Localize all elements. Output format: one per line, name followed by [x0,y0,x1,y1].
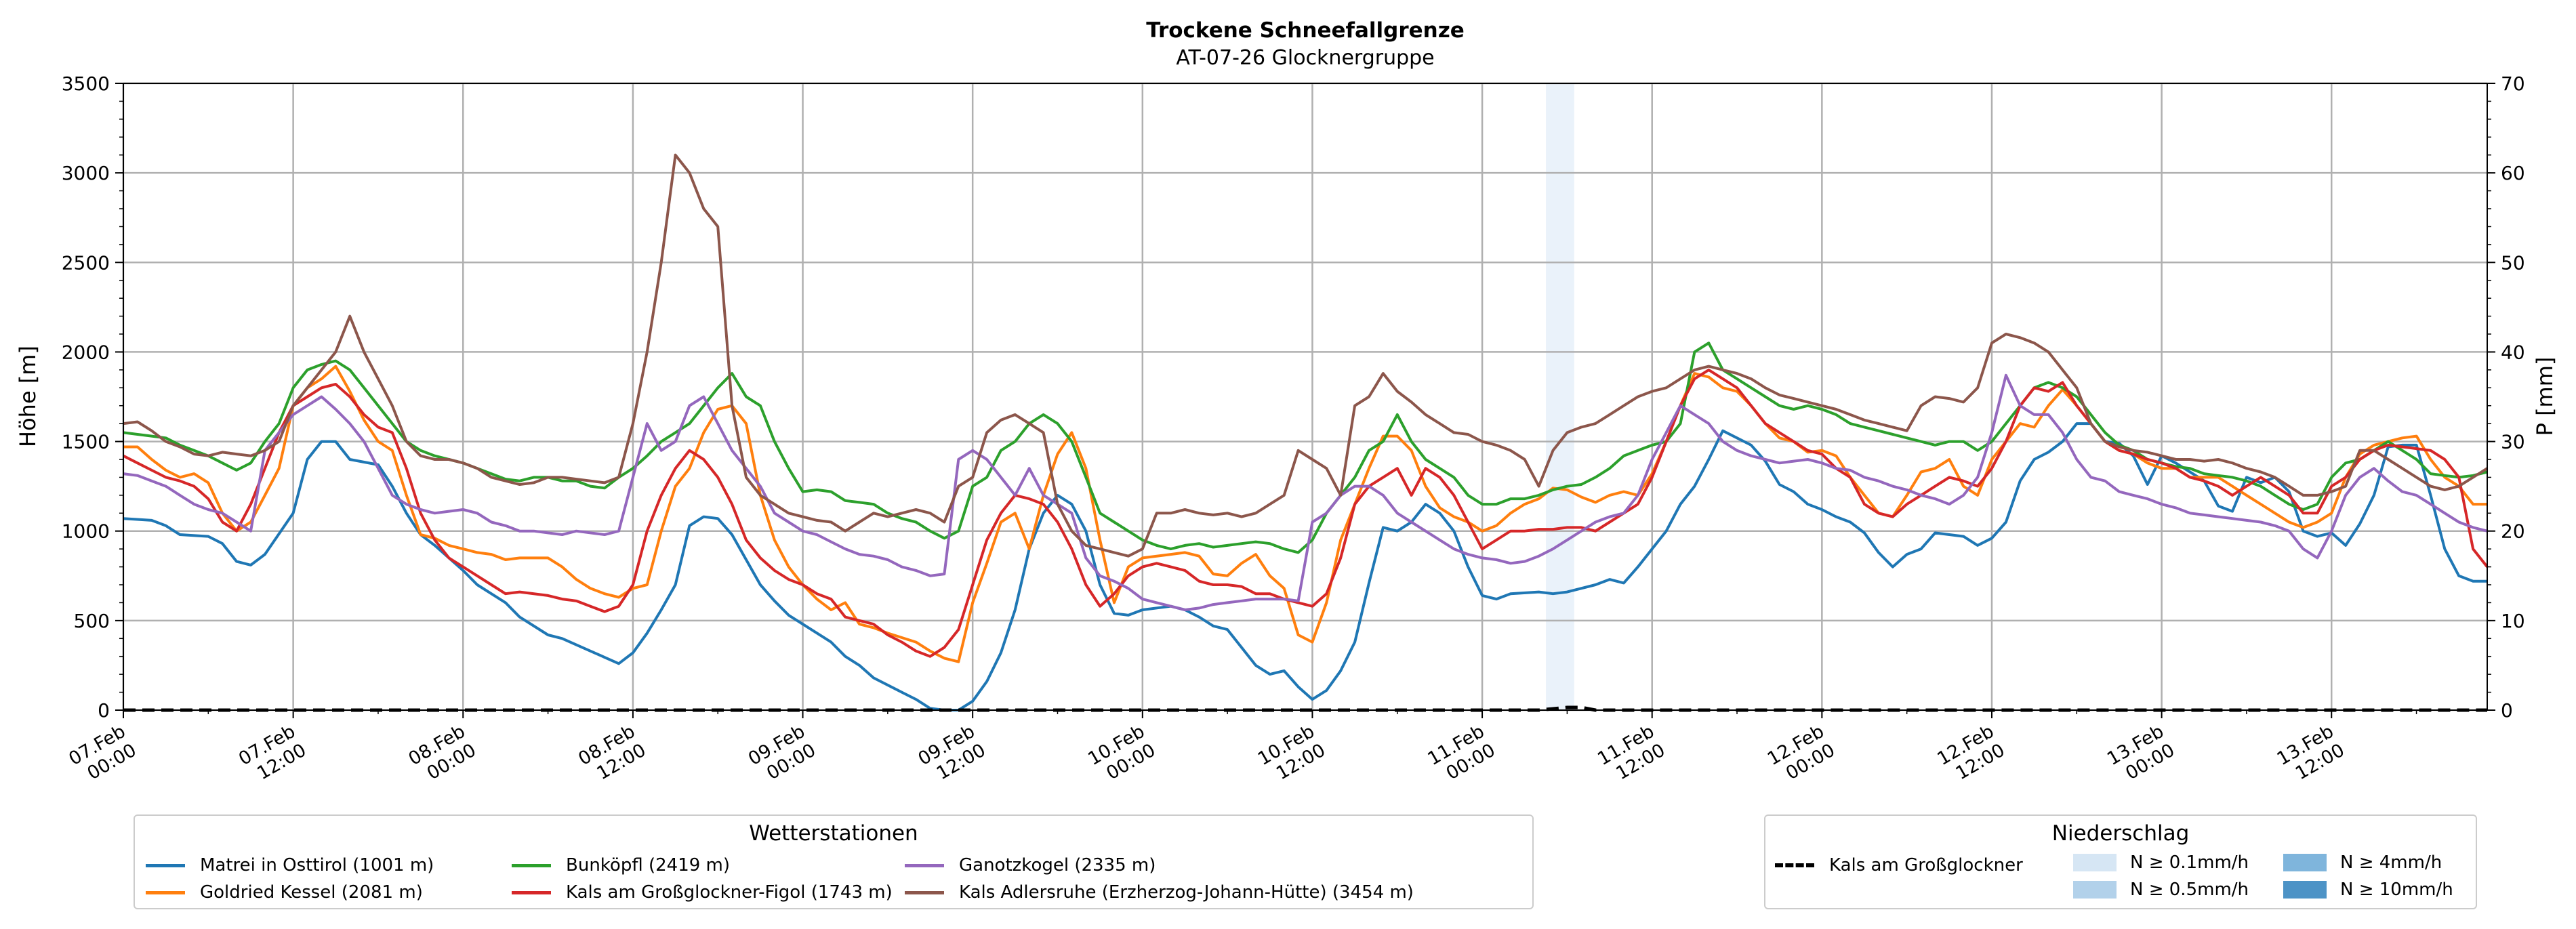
stations-legend-title: Wetterstationen [749,821,918,846]
legend-swatch [905,863,944,867]
legend-item-bunkoepfl: Bunköpfl (2419 m) [512,855,905,875]
stations-legend: Wetterstationen Matrei in Osttirol (1001… [134,814,1534,909]
legend-swatch [1775,863,1814,867]
chart-subtitle: AT-07-26 Glocknergruppe [1176,46,1434,70]
precip-band [1546,83,1574,710]
y2-tick-label: 10 [2501,610,2525,632]
legend-item-precip-station: Kals am Großglockner [1775,855,2073,875]
legend-item-matrei: Matrei in Osttirol (1001 m) [146,855,512,875]
legend-swatch [2073,881,2117,899]
series-line [123,342,2488,554]
y2-tick-label: 20 [2501,520,2525,543]
legend-swatch [2283,854,2327,871]
y-tick-label: 2000 [62,341,110,363]
legend-swatch [146,863,185,867]
grid-layer [122,82,2487,711]
y2-tick-label: 40 [2501,341,2525,363]
precip-band-layer [1546,83,1574,710]
legend-label: Kals am Großglockner [1829,855,2023,875]
legend-label: Kals am Großglockner-Figol (1743 m) [566,882,893,903]
y2-tick-label: 50 [2501,251,2525,274]
legend-label: N ≥ 4mm/h [2340,852,2442,873]
legend-item-goldried: Goldried Kessel (2081 m) [146,882,512,903]
legend-label: N ≥ 10mm/h [2340,880,2453,900]
legend-label: Kals Adlersruhe (Erzherzog-Johann-Hütte)… [959,882,1414,903]
y-tick-label: 2500 [62,251,110,274]
legend-label: Goldried Kessel (2081 m) [200,882,423,903]
series-line [123,373,2488,611]
y2-tick-label: 0 [2501,699,2513,722]
legend-swatch [146,890,185,894]
legend-item-precip-class: N ≥ 10mm/h [2283,880,2466,900]
y-tick-label: 1000 [62,520,110,543]
legend-swatch [2073,854,2117,871]
chart-title: Trockene Schneefallgrenze [1146,18,1465,43]
legend-item-ganotzkogel: Ganotzkogel (2335 m) [905,855,1420,875]
y-tick-label: 0 [98,699,110,722]
legend-item-precip-class: N ≥ 0.5mm/h [2073,880,2283,900]
legend-label: Ganotzkogel (2335 m) [959,855,1156,875]
legend-item-precip-class: N ≥ 4mm/h [2283,852,2466,873]
y-tick-label: 3500 [62,73,110,95]
y2-tick-label: 70 [2501,73,2525,95]
legend-label: Matrei in Osttirol (1001 m) [200,855,434,875]
y-tick-label: 3000 [62,162,110,184]
series-layer [123,153,2489,711]
precip-legend: Niederschlag Kals am Großglockner N ≥ 0.… [1764,814,2477,909]
legend-swatch [2283,881,2327,899]
legend-item-kals-adlersruhe: Kals Adlersruhe (Erzherzog-Johann-Hütte)… [905,882,1420,903]
plot-frame [123,83,2488,711]
legend-swatch [512,863,551,867]
y-tick-label: 500 [74,610,110,632]
legend-swatch [512,890,551,894]
y2-axis-label: P [mm] [2532,357,2558,436]
legend-label: Bunköpfl (2419 m) [566,855,731,875]
y2-tick-label: 60 [2501,162,2525,184]
y2-tick-label: 30 [2501,431,2525,453]
precip-legend-title: Niederschlag [2051,821,2190,846]
y-tick-label: 1500 [62,431,110,453]
legend-item-precip-class: N ≥ 0.1mm/h [2073,852,2283,873]
y-axis-label: Höhe [m] [15,346,41,447]
legend-swatch [905,890,944,894]
legend-label: N ≥ 0.5mm/h [2130,880,2249,900]
legend-item-kals-figol: Kals am Großglockner-Figol (1743 m) [512,882,905,903]
legend-label: N ≥ 0.1mm/h [2130,852,2249,873]
series-line [123,153,2489,558]
